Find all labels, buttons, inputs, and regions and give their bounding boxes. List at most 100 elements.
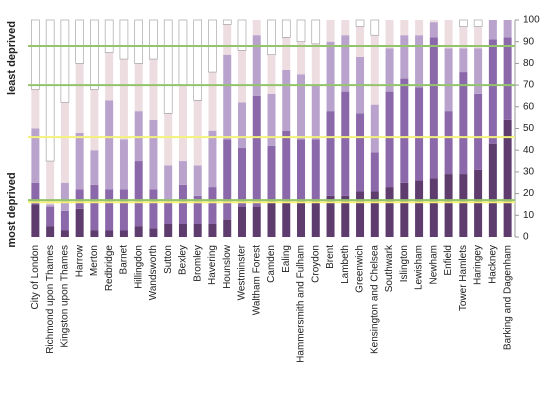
x-tick-label: Waltham Forest xyxy=(251,245,262,315)
bar-segment xyxy=(267,19,276,56)
bar-segment xyxy=(429,22,438,38)
bar-segment xyxy=(60,210,69,231)
bar-segment xyxy=(459,72,468,175)
bar-segment xyxy=(415,87,424,181)
y-tick-label: 30 xyxy=(523,167,535,178)
bar-segment xyxy=(252,35,261,96)
bar-segment xyxy=(134,111,143,162)
y-tick-label: 90 xyxy=(523,36,535,47)
bar-segment xyxy=(178,85,187,162)
x-tick-label: Redbridge xyxy=(104,245,115,292)
bar-segment xyxy=(415,20,424,36)
bar-segment xyxy=(90,184,99,231)
x-tick-label: Barking and Dagenham xyxy=(502,245,513,350)
bar-segment xyxy=(60,230,69,237)
bar-segment xyxy=(223,54,232,140)
x-tick-label: Bromley xyxy=(192,245,203,282)
bar-segment xyxy=(444,111,453,175)
x-tick-label: Tower Hamlets xyxy=(458,245,469,311)
bar-segment xyxy=(473,19,483,27)
bar-segment xyxy=(297,41,306,75)
bar-segment xyxy=(164,113,173,166)
x-tick-label: Kensington and Chelsea xyxy=(369,245,380,354)
bar-segment xyxy=(31,19,40,90)
x-tick-label: Havering xyxy=(207,245,218,285)
bar-segment xyxy=(208,72,217,131)
bar-segment xyxy=(311,200,320,237)
bar-segment xyxy=(104,19,114,53)
x-tick-label: Haringey xyxy=(473,245,484,285)
bar-segment xyxy=(282,69,291,131)
bar-segment xyxy=(488,39,497,144)
x-tick-label: Hackney xyxy=(488,245,499,284)
bar-segment xyxy=(223,139,232,220)
bar-segment xyxy=(75,63,84,133)
bar-segment xyxy=(400,78,409,183)
y-tick-label: 80 xyxy=(523,58,535,69)
bar-segment xyxy=(134,226,143,237)
bar-segment xyxy=(282,202,291,237)
x-tick-label: Kingston upon Thames xyxy=(60,245,71,348)
bar-segment xyxy=(149,119,158,190)
bar-segment xyxy=(164,223,173,237)
bar-segment xyxy=(326,20,335,42)
bar-segment xyxy=(370,35,379,105)
bar-segment xyxy=(75,19,84,64)
bar-segment xyxy=(370,191,379,237)
bar-segment xyxy=(237,206,246,237)
bar-segment xyxy=(415,180,424,237)
bar-segment xyxy=(459,174,468,237)
x-tick-label: Sutton xyxy=(163,245,174,274)
bar-segment xyxy=(385,187,394,237)
bar-segment xyxy=(193,223,202,237)
bar-segment xyxy=(90,19,99,90)
bar-segment xyxy=(237,19,247,51)
bar-segment xyxy=(488,20,497,40)
bar-segment xyxy=(119,59,128,140)
bar-segment xyxy=(282,130,291,203)
bar-segment xyxy=(105,100,114,190)
x-tick-label: City of London xyxy=(30,245,41,310)
bar-segment xyxy=(341,35,350,92)
bar-segment xyxy=(119,230,128,237)
bar-segment xyxy=(474,48,483,94)
bar-segment xyxy=(119,189,128,231)
bar-segment xyxy=(488,143,497,237)
bar-segment xyxy=(46,204,55,207)
bar-segment xyxy=(444,48,453,112)
bar-segment xyxy=(60,102,69,183)
bar-segment xyxy=(370,104,379,153)
x-tick-label: Newham xyxy=(428,245,439,284)
bar-segment xyxy=(178,184,187,224)
bar-segment xyxy=(356,113,365,192)
bar-segment xyxy=(429,37,438,179)
bar-segment xyxy=(311,139,320,201)
x-tick-label: Croydon xyxy=(310,245,321,283)
bar-segment xyxy=(267,54,276,94)
bar-segment xyxy=(31,204,40,237)
x-tick-label: Westminster xyxy=(237,244,248,300)
bar-segment xyxy=(237,102,246,149)
y-tick-label: 50 xyxy=(523,123,535,134)
bar-segment xyxy=(46,206,55,227)
bar-segment xyxy=(31,182,40,205)
bar-segment xyxy=(503,119,512,237)
bar-segment xyxy=(341,91,350,196)
bar-segment xyxy=(326,195,335,237)
bottom-label: most deprived xyxy=(6,172,18,247)
bar-segment xyxy=(105,230,114,237)
bar-segment xyxy=(149,59,158,120)
bar-segment xyxy=(355,19,365,27)
bar-segment xyxy=(164,165,173,203)
bar-segment xyxy=(341,20,350,36)
bar-segment xyxy=(46,226,55,237)
bar-segment xyxy=(326,111,335,196)
bar-segment xyxy=(178,19,188,86)
x-tick-label: Hounslow xyxy=(222,244,233,289)
x-tick-label: Harrow xyxy=(74,244,85,277)
bar-segment xyxy=(75,132,84,190)
bar-segment xyxy=(105,52,114,101)
bar-segment xyxy=(31,128,40,183)
bar-segment xyxy=(149,228,158,237)
bar-segment xyxy=(193,100,202,166)
